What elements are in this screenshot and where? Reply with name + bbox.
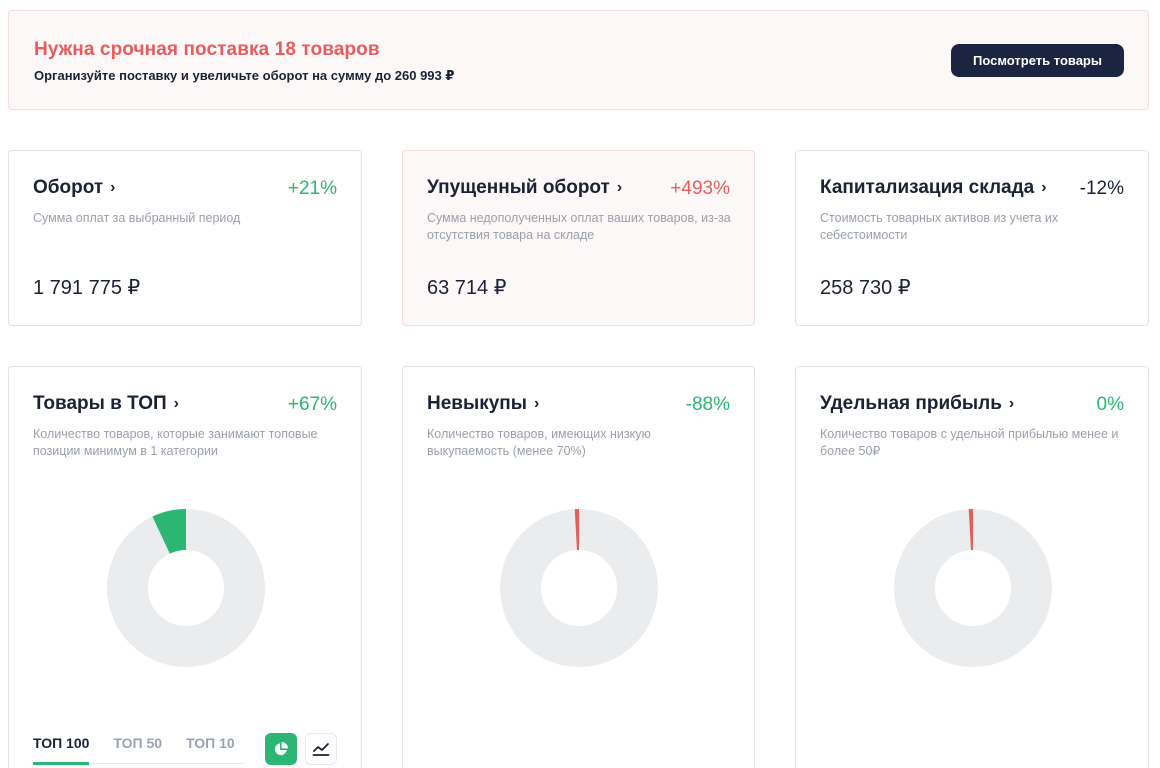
card-description: Сумма оплат за выбранный период <box>33 211 241 225</box>
card-warehouse-capitalization: Капитализация склада › -12% Стоимость то… <box>795 150 1149 326</box>
delta-badge: 0% <box>1096 394 1124 415</box>
banner-title: Нужна срочная поставка 18 товаров <box>34 39 380 60</box>
card-top-products-title-link[interactable]: Товары в ТОП › <box>33 393 179 415</box>
card-title-text: Товары в ТОП <box>33 393 167 414</box>
pie-view-button[interactable] <box>265 733 297 765</box>
view-products-button[interactable]: Посмотреть товары <box>951 44 1124 77</box>
chevron-right-icon: › <box>616 179 623 196</box>
top-range-tabs: ТОП 100 ТОП 50 ТОП 10 <box>33 734 243 765</box>
chevron-right-icon: › <box>1008 395 1015 412</box>
delta-badge: +21% <box>287 178 337 199</box>
card-title-text: Удельная прибыль <box>820 393 1002 414</box>
card-value: 63 714 ₽ <box>427 277 507 299</box>
chevron-right-icon: › <box>173 395 179 412</box>
tab-top-50[interactable]: ТОП 50 <box>113 735 163 751</box>
chevron-right-icon: › <box>110 179 116 196</box>
card-non-buyouts-title-link[interactable]: Невыкупы › <box>427 393 539 415</box>
card-lost-turnover: Упущенный оборот › +493% Сумма недополуч… <box>402 150 755 326</box>
delta-badge: +67% <box>287 394 337 415</box>
card-top-products: Товары в ТОП › +67% Количество товаров, … <box>8 366 362 768</box>
card-value: 1 791 775 ₽ <box>33 277 141 299</box>
card-lost-turnover-title-link[interactable]: Упущенный оборот › <box>427 177 622 199</box>
line-chart-icon <box>312 743 330 756</box>
card-description: Стоимость товарных активов из учета их с… <box>820 211 1059 242</box>
card-turnover: Оборот › +21% Сумма оплат за выбранный п… <box>8 150 362 326</box>
delta-badge: -12% <box>1079 178 1124 199</box>
card-description: Сумма недополученных оплат ваших товаров… <box>427 211 731 242</box>
tab-top-100[interactable]: ТОП 100 <box>33 734 90 765</box>
card-non-buyouts: Невыкупы › -88% Количество товаров, имею… <box>402 366 755 768</box>
chevron-right-icon: › <box>1041 179 1047 196</box>
chevron-right-icon: › <box>533 395 540 412</box>
line-view-button[interactable] <box>305 733 337 765</box>
card-title-text: Капитализация склада <box>820 177 1035 198</box>
banner-subtitle: Организуйте поставку и увеличьте оборот … <box>34 68 455 83</box>
top-products-donut-chart <box>107 509 265 667</box>
delta-badge: +493% <box>670 178 730 199</box>
card-unit-profit: Удельная прибыль › 0% Количество товаров… <box>795 366 1149 768</box>
card-description: Количество товаров, имеющих низкую выкуп… <box>427 427 651 458</box>
unit-profit-donut-chart <box>894 509 1052 667</box>
card-description: Количество товаров с удельной прибылью м… <box>820 427 1119 458</box>
card-capitalization-title-link[interactable]: Капитализация склада › <box>820 177 1047 199</box>
card-value: 258 730 ₽ <box>820 277 911 299</box>
urgent-supply-banner: Нужна срочная поставка 18 товаров Органи… <box>8 10 1149 110</box>
non-buyouts-donut-chart <box>500 509 658 667</box>
card-title-text: Оборот <box>33 177 104 198</box>
card-unit-profit-title-link[interactable]: Удельная прибыль › <box>820 393 1014 415</box>
pie-chart-icon <box>274 742 288 756</box>
delta-badge: -88% <box>685 394 730 415</box>
card-description: Количество товаров, которые занимают топ… <box>33 427 318 458</box>
card-title-text: Невыкупы <box>427 393 527 414</box>
card-title-text: Упущенный оборот <box>427 177 610 198</box>
card-turnover-title-link[interactable]: Оборот › <box>33 177 116 199</box>
tab-top-10[interactable]: ТОП 10 <box>186 735 235 751</box>
